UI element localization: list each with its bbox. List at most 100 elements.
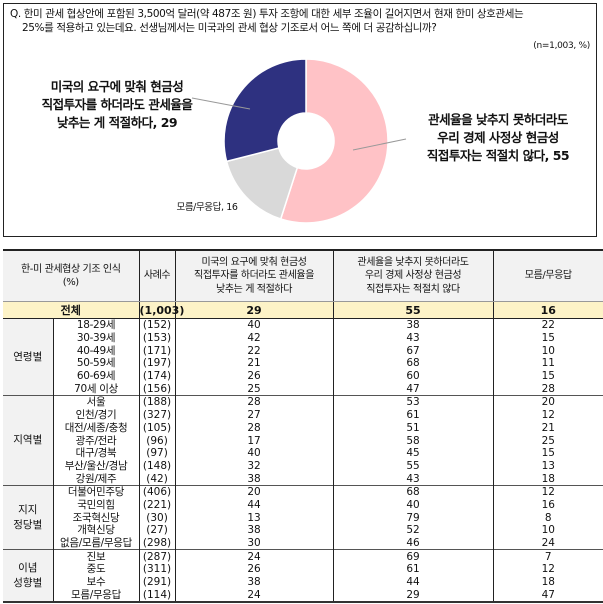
row-label: 강원/제주 [53, 472, 140, 486]
table-row: 30-39세 (153) 42 43 15 [3, 331, 603, 345]
row-v3: 12 [541, 409, 555, 422]
row-v2: 38 [333, 317, 494, 332]
row-label: 개혁신당 [53, 524, 140, 537]
table-row: 대전/세종/충청 (105) 28 51 21 [3, 421, 603, 435]
row-label: 60-69세 [53, 369, 140, 383]
row-v1: 27 [175, 408, 334, 422]
row-label: 모름/무응답 [53, 588, 140, 604]
row-n: (97) [139, 446, 176, 460]
row-label: 대전/세종/충청 [53, 421, 140, 435]
row-v2: 61 [333, 408, 494, 422]
row-v3: 8 [544, 511, 552, 524]
row-n: (188) [139, 395, 176, 409]
slice-appropriate [223, 58, 307, 163]
slice-not-appropriate [279, 58, 389, 224]
row-v2: 43 [333, 331, 494, 345]
row-v2: 67 [333, 344, 494, 358]
total-row: 전체 (1,003) 29 55 16 [3, 301, 603, 319]
row-v2: 51 [333, 421, 494, 435]
row-v3: 7 [493, 549, 603, 564]
row-v1: 28 [175, 421, 334, 435]
row-label: 대구/경북 [53, 446, 140, 460]
row-v1: 17 [175, 434, 334, 447]
row-v3: 47 [493, 588, 603, 604]
row-v1: 22 [175, 344, 334, 358]
row-v2: 53 [333, 395, 494, 409]
sample-size-note: (n=1,003, %) [533, 41, 590, 51]
row-v1: 30 [175, 536, 334, 550]
row-n: (171) [139, 344, 176, 358]
table-row: 없음/모름/무응답 (298) 30 46 24 [3, 536, 603, 550]
row-label: 50-59세 [53, 357, 140, 370]
row-v2: 68 [333, 357, 494, 370]
row-v1: 38 [175, 524, 334, 537]
row-n: (114) [139, 588, 176, 604]
row-v2: 44 [333, 575, 494, 589]
row-v1: 42 [175, 331, 334, 345]
row-v3: 20 [493, 395, 603, 409]
row-v2: 79 [333, 511, 494, 524]
row-v2: 46 [333, 536, 494, 550]
table-row: 70세 이상 (156) 25 47 28 [3, 382, 603, 396]
total-v3: 16 [492, 301, 603, 319]
row-label: 진보 [53, 549, 140, 564]
header-appropriate: 미국의 요구에 맞춰 현금성 직접투자를 하더라도 관세율을 낮추는 게 적절하… [174, 249, 334, 302]
row-n: (287) [139, 549, 176, 564]
header-sample-size: 사례수 [138, 249, 176, 302]
table-row: 60-69세 (174) 26 60 15 [3, 369, 603, 383]
row-v1: 20 [175, 484, 334, 499]
table-row: 지지 정당별 더불어민주당 (406) 20 68 12 [3, 484, 603, 550]
row-n: (291) [139, 575, 176, 589]
row-v1: 38 [175, 575, 334, 589]
row-v1: 28 [175, 395, 334, 409]
row-v2: 60 [333, 369, 494, 383]
row-v3: 13 [541, 459, 555, 472]
leader-line-navy [191, 97, 251, 110]
table-row: 개혁신당 (27) 38 52 10 [3, 524, 603, 537]
row-label: 70세 이상 [53, 382, 140, 396]
row-v2: 40 [333, 498, 494, 512]
row-v1: 25 [175, 382, 334, 396]
row-v3: 22 [493, 317, 603, 332]
row-label: 부산/울산/경남 [53, 459, 140, 473]
crosstab-table: 한-미 관세협상 기조 인식 (%) 사례수 미국의 요구에 맞춰 현금성 직접… [3, 249, 603, 604]
question-line-2: 25%를 적용하고 있는데요. 선생님께서는 미국과의 관세 협상 기조로서 어… [22, 22, 437, 34]
total-v2: 55 [332, 301, 494, 319]
label-dont-know: 모름/무응답, 16 [176, 202, 238, 213]
row-v3: 25 [541, 434, 555, 447]
row-n: (42) [139, 472, 176, 486]
table-row: 40-49세 (171) 22 67 10 [3, 344, 603, 358]
row-v3: 18 [541, 576, 555, 589]
row-v2: 58 [333, 434, 494, 447]
row-v2: 29 [333, 588, 494, 604]
row-n: (156) [139, 382, 176, 396]
table-row: 지역별 서울 (188) 28 53 20 [3, 395, 603, 486]
row-n: (298) [139, 536, 176, 550]
row-v2: 69 [333, 549, 494, 564]
row-v3: 15 [541, 332, 555, 345]
group-label-region: 지역별 [3, 395, 54, 486]
row-label: 국민의힘 [53, 498, 140, 512]
row-v2: 55 [333, 459, 494, 473]
row-n: (30) [139, 511, 176, 524]
row-n: (311) [139, 563, 176, 576]
row-v1: 40 [175, 446, 334, 460]
row-n: (197) [139, 357, 176, 370]
row-v1: 24 [175, 549, 334, 564]
row-v3: 12 [541, 563, 555, 576]
row-v2: 52 [333, 524, 494, 537]
row-v3: 16 [541, 498, 555, 511]
row-label: 중도 [53, 563, 140, 576]
question-line-1: Q. 한미 관세 협상안에 포함된 3,500억 달러(약 487조 원) 투자… [10, 8, 524, 20]
row-v1: 32 [175, 459, 334, 473]
row-label: 40-49세 [53, 344, 140, 358]
row-n: (174) [139, 369, 176, 383]
row-v3: 15 [541, 370, 555, 383]
row-n: (105) [139, 421, 176, 435]
table-row: 광주/전라 (96) 17 58 25 [3, 434, 603, 447]
row-v2: 43 [333, 472, 494, 486]
total-label: 전체 [3, 301, 140, 319]
table-row: 대구/경북 (97) 40 45 15 [3, 446, 603, 460]
table-row: 부산/울산/경남 (148) 32 55 13 [3, 459, 603, 473]
row-v3: 10 [541, 344, 555, 357]
